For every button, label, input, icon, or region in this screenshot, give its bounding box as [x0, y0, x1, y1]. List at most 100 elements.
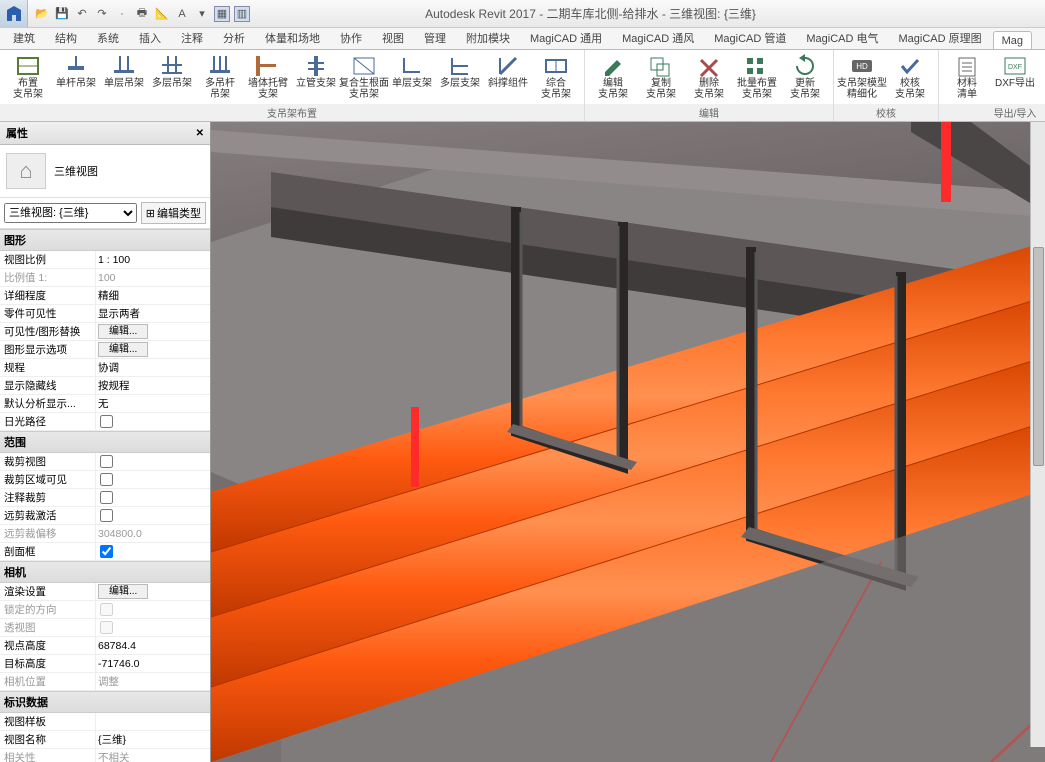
- prop-edit-button[interactable]: 编辑...: [98, 342, 148, 357]
- qat-more-icon[interactable]: ▾: [194, 6, 210, 22]
- prop-value[interactable]: 编辑...: [95, 341, 210, 358]
- prop-row: 视图比例1 : 100: [0, 251, 210, 269]
- prop-edit-button[interactable]: 编辑...: [98, 324, 148, 339]
- qat-measure-icon[interactable]: 📐: [154, 6, 170, 22]
- prop-value[interactable]: 1 : 100: [95, 251, 210, 268]
- app-logo[interactable]: [0, 0, 28, 28]
- instance-selector[interactable]: 三维视图: {三维}: [4, 203, 137, 223]
- ribbon-btn-vert[interactable]: 立管支架: [292, 52, 340, 104]
- prop-section-header[interactable]: 范围: [0, 431, 210, 453]
- ribbon-btn-chk[interactable]: 校核 支吊架: [886, 52, 934, 104]
- ribbon-btn-list[interactable]: 材料 清单: [943, 52, 991, 104]
- prop-value[interactable]: -71746.0: [95, 655, 210, 672]
- prop-value[interactable]: [95, 413, 210, 430]
- ribbon-btn-ifc[interactable]: IFCIFC转: [1039, 52, 1045, 104]
- tab-16[interactable]: Mag: [993, 31, 1032, 50]
- hd-icon: HD: [848, 54, 876, 78]
- tab-10[interactable]: 附加模块: [457, 28, 519, 49]
- ribbon-btn-del[interactable]: 删除 支吊架: [685, 52, 733, 104]
- tab-1[interactable]: 结构: [46, 28, 86, 49]
- qat-redo-icon[interactable]: ↷: [94, 6, 110, 22]
- prop-checkbox[interactable]: [100, 545, 113, 558]
- qat-text-icon[interactable]: A: [174, 6, 190, 22]
- prop-value[interactable]: 编辑...: [95, 323, 210, 340]
- ribbon-btn-hanger2[interactable]: 单层吊架: [100, 52, 148, 104]
- prop-key: 视图名称: [0, 732, 95, 747]
- qat-open-icon[interactable]: 📂: [34, 6, 50, 22]
- tab-11[interactable]: MagiCAD 通用: [521, 28, 611, 49]
- tab-0[interactable]: 建筑: [4, 28, 44, 49]
- prop-value[interactable]: [95, 713, 210, 730]
- ribbon-btn-wall[interactable]: 墙体托臂 支架: [244, 52, 292, 104]
- ribbon-btn-brace[interactable]: 斜撑组件: [484, 52, 532, 104]
- close-icon[interactable]: ✕: [196, 128, 204, 139]
- ribbon-btn-upd[interactable]: 更新 支吊架: [781, 52, 829, 104]
- ribbon-btn-combo[interactable]: 综合 支吊架: [532, 52, 580, 104]
- s1-icon: [398, 54, 426, 78]
- prop-value[interactable]: 按规程: [95, 377, 210, 394]
- prop-row: 视图样板: [0, 713, 210, 731]
- edit-type-button[interactable]: ⊞ 编辑类型: [141, 202, 206, 224]
- qat-undo-icon[interactable]: ↶: [74, 6, 90, 22]
- prop-value[interactable]: 编辑...: [95, 583, 210, 600]
- prop-section-header[interactable]: 图形: [0, 229, 210, 251]
- tab-13[interactable]: MagiCAD 管道: [705, 28, 795, 49]
- ribbon-btn-s1[interactable]: 单层支架: [388, 52, 436, 104]
- ribbon-btn-hanger3[interactable]: 多层吊架: [148, 52, 196, 104]
- ribbon-btn-hanger1[interactable]: 单杆吊架: [52, 52, 100, 104]
- comp-icon: [350, 54, 378, 78]
- prop-value[interactable]: 显示两者: [95, 305, 210, 322]
- prop-edit-button[interactable]: 编辑...: [98, 584, 148, 599]
- prop-checkbox[interactable]: [100, 455, 113, 468]
- ribbon-btn-multi[interactable]: 多吊杆 吊架: [196, 52, 244, 104]
- ribbon-btn-edit[interactable]: 编辑 支吊架: [589, 52, 637, 104]
- prop-value[interactable]: [95, 471, 210, 488]
- qat-toggle1-icon[interactable]: ▦: [214, 6, 230, 22]
- prop-row: 远剪裁偏移304800.0: [0, 525, 210, 543]
- tab-6[interactable]: 体量和场地: [256, 28, 329, 49]
- ribbon-btn-copy[interactable]: 复制 支吊架: [637, 52, 685, 104]
- tab-8[interactable]: 视图: [373, 28, 413, 49]
- prop-checkbox[interactable]: [100, 473, 113, 486]
- scrollbar-thumb[interactable]: [1033, 247, 1044, 466]
- prop-value[interactable]: [95, 453, 210, 470]
- prop-value[interactable]: 无: [95, 395, 210, 412]
- tab-5[interactable]: 分析: [214, 28, 254, 49]
- tab-7[interactable]: 协作: [331, 28, 371, 49]
- prop-value[interactable]: 68784.4: [95, 637, 210, 654]
- ribbon-btn-dxf[interactable]: DXFDXF导出: [991, 52, 1039, 104]
- qat-save-icon[interactable]: 💾: [54, 6, 70, 22]
- ribbon-btn-s2[interactable]: 多层支架: [436, 52, 484, 104]
- tab-4[interactable]: 注释: [172, 28, 212, 49]
- prop-value[interactable]: 协调: [95, 359, 210, 376]
- ribbon-btn-hd[interactable]: HD支吊架模型 精细化: [838, 52, 886, 104]
- prop-row: 透视图: [0, 619, 210, 637]
- viewport-3d[interactable]: [211, 122, 1045, 762]
- ribbon-btn-frame[interactable]: 布置 支吊架: [4, 52, 52, 104]
- svg-text:HD: HD: [856, 62, 868, 71]
- prop-section-header[interactable]: 标识数据: [0, 691, 210, 713]
- ribbon-btn-batch[interactable]: 批量布置 支吊架: [733, 52, 781, 104]
- tab-3[interactable]: 插入: [130, 28, 170, 49]
- tab-15[interactable]: MagiCAD 原理图: [890, 28, 991, 49]
- prop-value[interactable]: {三维}: [95, 731, 210, 748]
- qat-print-icon[interactable]: 🖶: [134, 6, 150, 22]
- tab-14[interactable]: MagiCAD 电气: [797, 28, 887, 49]
- prop-checkbox[interactable]: [100, 415, 113, 428]
- vertical-scrollbar[interactable]: [1030, 122, 1045, 747]
- tab-9[interactable]: 管理: [415, 28, 455, 49]
- prop-value[interactable]: [95, 507, 210, 524]
- tab-12[interactable]: MagiCAD 通风: [613, 28, 703, 49]
- prop-value[interactable]: 精细: [95, 287, 210, 304]
- prop-checkbox[interactable]: [100, 491, 113, 504]
- prop-value[interactable]: [95, 543, 210, 560]
- properties-panel: 属性 ✕ ⌂ 三维视图 三维视图: {三维} ⊞ 编辑类型 图形视图比例1 : …: [0, 122, 211, 762]
- qat-toggle2-icon[interactable]: ▥: [234, 6, 250, 22]
- tab-2[interactable]: 系统: [88, 28, 128, 49]
- prop-checkbox: [100, 603, 113, 616]
- prop-checkbox[interactable]: [100, 509, 113, 522]
- prop-value[interactable]: [95, 489, 210, 506]
- prop-section-header[interactable]: 相机: [0, 561, 210, 583]
- prop-row: 规程协调: [0, 359, 210, 377]
- ribbon-btn-comp[interactable]: 复合生根面 支吊架: [340, 52, 388, 104]
